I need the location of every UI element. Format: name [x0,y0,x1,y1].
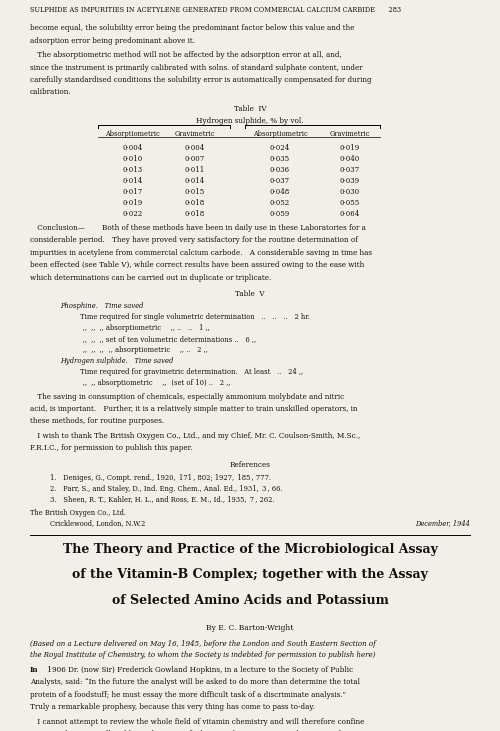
Text: Analysts, said: “In the future the analyst will be asked to do more than determi: Analysts, said: “In the future the analy… [30,678,360,686]
Text: The saving in consumption of chemicals, especially ammonium molybdate and nitric: The saving in consumption of chemicals, … [30,393,344,401]
Text: become equal, the solubility error being the predominant factor below this value: become equal, the solubility error being… [30,24,354,32]
Text: 0·004: 0·004 [122,144,142,152]
Text: 0·019: 0·019 [340,144,360,152]
Text: The British Oxygen Co., Ltd.: The British Oxygen Co., Ltd. [30,509,126,517]
Text: In: In [30,666,38,674]
Text: 0·048: 0·048 [270,188,290,196]
Text: Time required for gravimetric determination. At least .. 24 ,,: Time required for gravimetric determinat… [80,368,303,376]
Text: Phosphine. Time saved: Phosphine. Time saved [60,302,144,310]
Text: 0·052: 0·052 [270,199,290,207]
Text: 0·040: 0·040 [340,155,360,163]
Text: Conclusion—: Conclusion— [30,224,85,232]
Text: Hydrogen sulphide. Time saved: Hydrogen sulphide. Time saved [60,357,174,365]
Text: 0·014: 0·014 [185,177,205,185]
Text: The absorptiometric method will not be affected by the adsorption error at all, : The absorptiometric method will not be a… [30,51,342,59]
Text: 1. Deniges, G., Compt. rend., 1920,  171 , 802; 1927,  185 , 777.: 1. Deniges, G., Compt. rend., 1920, 171 … [50,474,271,482]
Text: Hydrogen sulphide, % by vol.: Hydrogen sulphide, % by vol. [196,117,304,125]
Text: ,,   ,,   ,, absorptiometric   ,, .. .. 1 ,,: ,, ,, ,, absorptiometric ,, .. .. 1 ,, [80,324,210,332]
Text: Table  V: Table V [235,289,265,298]
Text: Cricklewood, London, N.W.2: Cricklewood, London, N.W.2 [50,519,145,527]
Text: The Theory and Practice of the Microbiological Assay: The Theory and Practice of the Microbiol… [62,542,438,556]
Text: 0·035: 0·035 [270,155,290,163]
Text: been effected (see Table V), while correct results have been assured owing to th: been effected (see Table V), while corre… [30,261,364,269]
Text: 0·037: 0·037 [270,177,290,185]
Text: which determinations can be carried out in duplicate or triplicate.: which determinations can be carried out … [30,273,271,281]
Text: 1906 Dr. (now Sir) Frederick Gowland Hopkins, in a lecture to the Society of Pub: 1906 Dr. (now Sir) Frederick Gowland Hop… [45,666,353,674]
Text: Both of these methods have been in daily use in these Laboratories for a: Both of these methods have been in daily… [102,224,366,232]
Text: 0·018: 0·018 [185,210,205,218]
Text: 0·014: 0·014 [122,177,142,185]
Text: 0·059: 0·059 [270,210,290,218]
Text: calibration.: calibration. [30,88,72,96]
Text: (Based on a Lecture delivered on May 16, 1945, before the London and South Easte: (Based on a Lecture delivered on May 16,… [30,640,376,648]
Text: SULPHIDE AS IMPURITIES IN ACETYLENE GENERATED FROM COMMERCIAL CALCIUM CARBIDE  2: SULPHIDE AS IMPURITIES IN ACETYLENE GENE… [30,6,401,14]
Text: 0·013: 0·013 [122,166,142,174]
Text: these methods, for routine purposes.: these methods, for routine purposes. [30,417,164,425]
Text: Absorptiometric: Absorptiometric [105,130,160,138]
Text: 0·011: 0·011 [185,166,205,174]
Text: Gravimetric: Gravimetric [175,130,215,138]
Text: considerable period. They have proved very satisfactory for the routine determin: considerable period. They have proved ve… [30,236,358,244]
Text: I wish to thank The British Oxygen Co., Ltd., and my Chief, Mr. C. Coulson-Smith: I wish to thank The British Oxygen Co., … [30,432,360,440]
Text: 0·036: 0·036 [270,166,290,174]
Text: 0·004: 0·004 [185,144,205,152]
Text: protein of a foodstuff; he must essay the more difficult task of a discriminate : protein of a foodstuff; he must essay th… [30,691,346,699]
Text: Truly a remarkable prophesy, because this very thing has come to pass to-day.: Truly a remarkable prophesy, because thi… [30,703,315,711]
Text: Table  IV: Table IV [234,105,266,113]
Text: 3. Sheen, R. T., Kahler, H. L., and Ross, E. M., Id., 1935,  7 , 262.: 3. Sheen, R. T., Kahler, H. L., and Ross… [50,496,274,504]
Text: 0·030: 0·030 [340,188,360,196]
Text: 0·019: 0·019 [122,199,142,207]
Text: Time required for single volumetric determination .. .. .. 2 hr.: Time required for single volumetric dete… [80,313,310,321]
Text: since the instrument is primarily calibrated with solns. of standard sulphate co: since the instrument is primarily calibr… [30,64,362,72]
Text: 0·055: 0·055 [340,199,360,207]
Text: Gravimetric: Gravimetric [330,130,370,138]
Text: 0·064: 0·064 [340,210,360,218]
Text: I cannot attempt to review the whole field of vitamin chemistry and will therefo: I cannot attempt to review the whole fie… [30,718,364,726]
Text: By E. C. Barton-Wright: By E. C. Barton-Wright [206,624,294,632]
Text: ,,   ,, absorptiometric   ,,   (set of 10) .. 2 ,,: ,, ,, absorptiometric ,, (set of 10) .. … [80,379,231,387]
Text: 0·017: 0·017 [122,188,142,196]
Text: 0·015: 0·015 [185,188,205,196]
Text: 0·022: 0·022 [122,210,142,218]
Text: impurities in acetylene from commercial calcium carbode. A considerable saving i: impurities in acetylene from commercial … [30,249,372,257]
Text: 0·037: 0·037 [340,166,360,174]
Text: 0·039: 0·039 [340,177,360,185]
Text: 0·018: 0·018 [185,199,205,207]
Text: 2. Parr, S., and Staley, D., Ind. Eng. Chem., Anal. Ed., 1931,  3 , 66.: 2. Parr, S., and Staley, D., Ind. Eng. C… [50,485,282,493]
Text: adsorption error being predominant above it.: adsorption error being predominant above… [30,37,195,45]
Text: ,,   ,,   ,, set of ten volumetric determinations .. 6 ,,: ,, ,, ,, set of ten volumetric determina… [80,335,256,343]
Text: Absorptiometric: Absorptiometric [252,130,308,138]
Text: 0·010: 0·010 [122,155,142,163]
Text: acid, is important. Further, it is a relatively simple matter to train unskilled: acid, is important. Further, it is a rel… [30,405,358,413]
Text: F.R.I.C., for permission to publish this paper.: F.R.I.C., for permission to publish this… [30,444,192,452]
Text: of the Vitamin-B Complex; together with the Assay: of the Vitamin-B Complex; together with … [72,569,428,581]
Text: 0·024: 0·024 [270,144,290,152]
Text: of Selected Amino Acids and Potassium: of Selected Amino Acids and Potassium [112,594,388,607]
Text: carefully standardised conditions the solubility error is automatically compensa: carefully standardised conditions the so… [30,76,372,84]
Text: my remarks to a small and limited section of a large and ever-growing subject, v: my remarks to a small and limited sectio… [30,730,368,731]
Text: the Royal Institute of Chemistry, to whom the Society is indebted for permission: the Royal Institute of Chemistry, to who… [30,651,376,659]
Text: December, 1944: December, 1944 [415,519,470,527]
Text: References: References [230,461,270,469]
Text: 0·007: 0·007 [185,155,205,163]
Text: ,,   ,,   ,,   ,, absorptiometric   ,, .. 2 ,,: ,, ,, ,, ,, absorptiometric ,, .. 2 ,, [80,346,208,354]
